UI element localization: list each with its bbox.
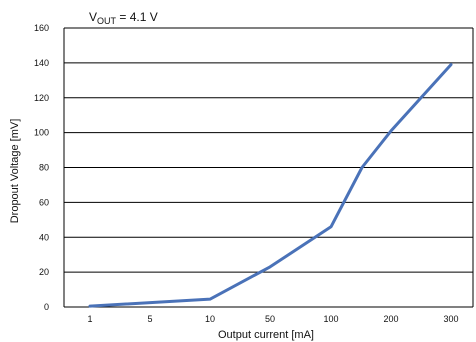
series-layer [88,63,453,308]
x-tick-label-200: 200 [383,314,398,324]
x-tick-label-300: 300 [443,314,458,324]
y-tick-label-100: 100 [34,128,49,138]
y-tick-label-160: 160 [34,23,49,33]
y-tick-label-120: 120 [34,93,49,103]
y-tick-label-140: 140 [34,58,49,68]
y-tick-label-40: 40 [39,232,49,242]
x-tick-label-100: 100 [323,314,338,324]
y-axis-label: Dropout Voltage [mV] [9,119,21,224]
x-tick-label-1: 1 [87,314,92,324]
y-tick-label-0: 0 [44,302,49,312]
series-line-0 [88,63,453,308]
chart-title: VOUT = 4.1 V [89,10,158,26]
x-axis-label: Output current [mA] [218,329,314,341]
y-tick-label-60: 60 [39,197,49,207]
chart-title-main: V [89,10,97,24]
grid-layer [63,27,474,308]
y-tick-label-20: 20 [39,267,49,277]
tick-layer: 0 20 40 60 80 100 120 140 160 1 5 10 50 100 200 300 [34,23,459,324]
chart-title-subscript: OUT [97,16,117,26]
x-tick-label-50: 50 [265,314,275,324]
x-tick-label-5: 5 [147,314,152,324]
x-tick-label-10: 10 [205,314,215,324]
y-tick-label-80: 80 [39,163,49,173]
chart-title-rest: = 4.1 V [116,10,158,24]
